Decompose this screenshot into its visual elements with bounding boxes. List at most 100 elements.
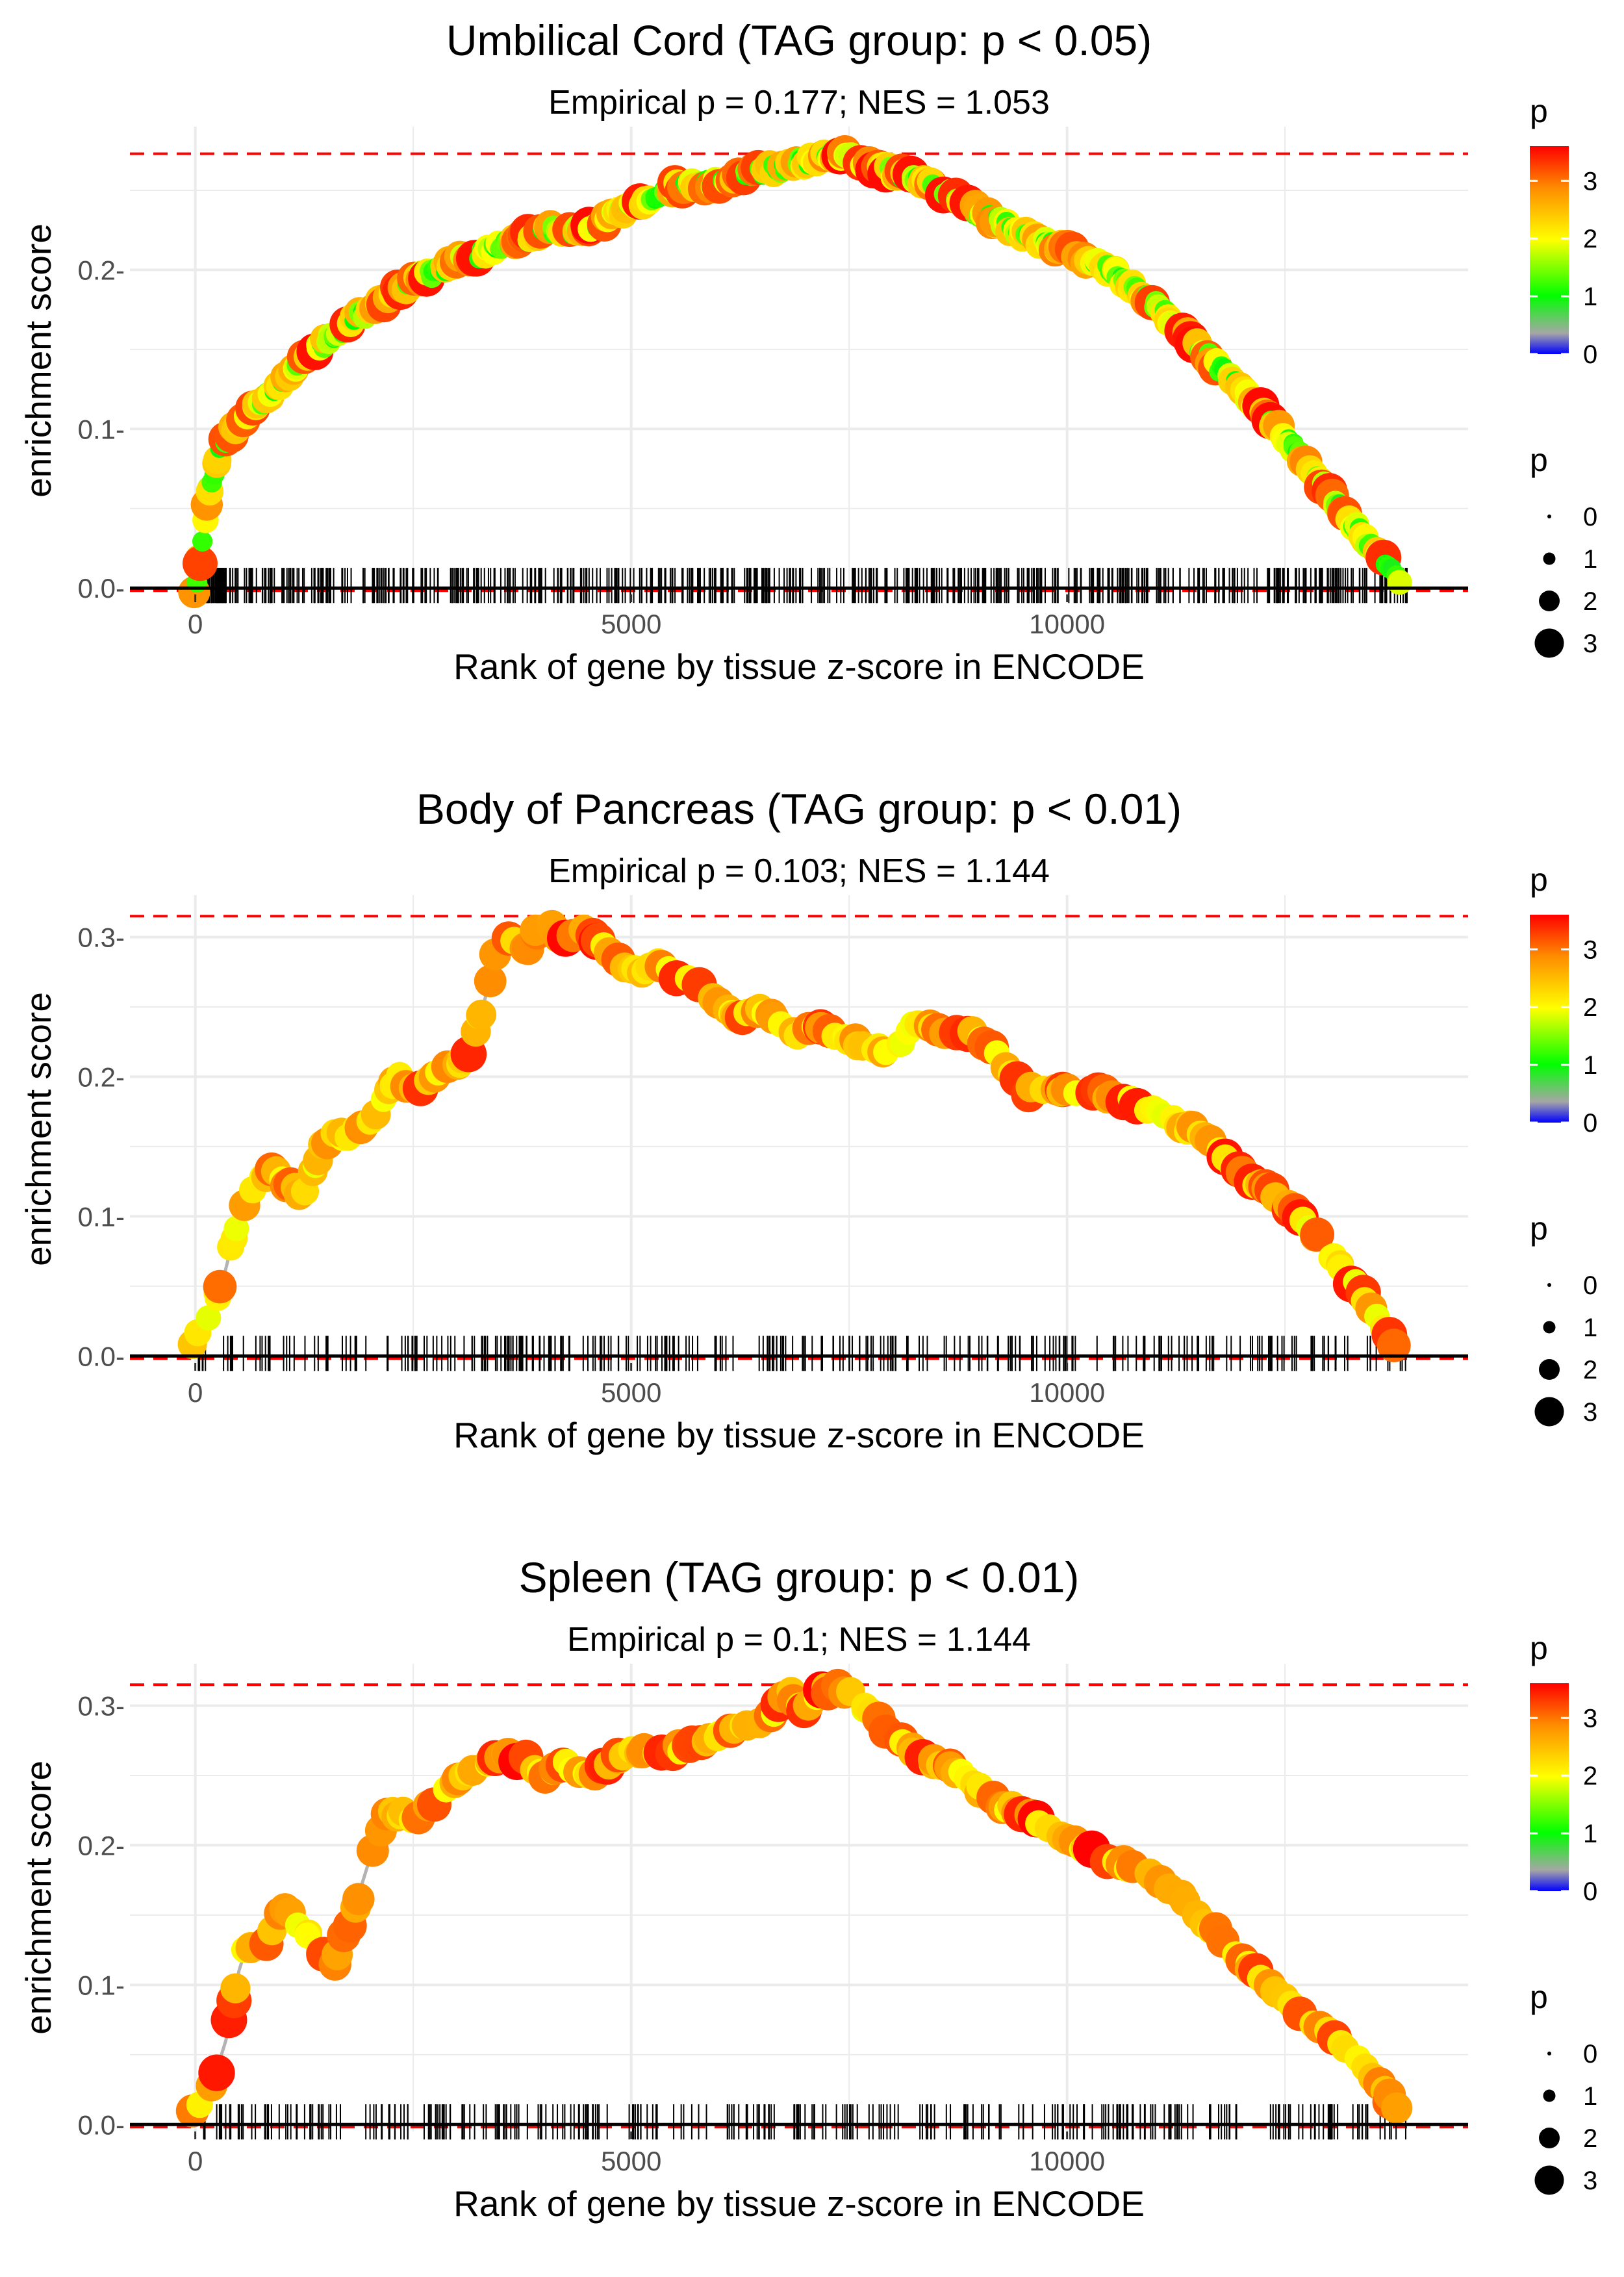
size-legend-dot [1547,1283,1551,1287]
size-legend-label: 2 [1583,1356,1597,1384]
size-legend-label: 1 [1583,1314,1597,1342]
y-tick-label: 0.3- [78,922,125,952]
color-bar-label: 0 [1583,340,1597,369]
color-legend-title: p [1530,1630,1548,1666]
y-tick-label: 0.3- [78,1690,125,1721]
legend: p 0 1 2 3 p 0 1 2 3 [1530,93,1597,658]
es-points [177,910,1411,1362]
x-tick-label: 10000 [1029,2146,1105,2176]
chart-panel: Umbilical Cord (TAG group: p < 0.05) Empi… [18,16,1597,687]
color-bar-label: 0 [1583,1109,1597,1138]
es-point [183,546,218,581]
x-axis-title: Rank of gene by tissue z-score in ENCODE [453,646,1145,687]
y-axis-title: enrichment score [18,1761,58,2035]
es-point [342,1883,375,1916]
x-axis-title: Rank of gene by tissue z-score in ENCODE [453,1415,1145,1455]
color-legend-title: p [1530,861,1548,898]
size-legend-dot [1547,515,1551,518]
color-bar-label: 1 [1583,283,1597,311]
y-tick-label: 0.2- [78,1062,125,1092]
legend: p 0 1 2 3 p 0 1 2 3 [1530,1630,1597,2195]
y-tick-label: 0.1- [78,1970,125,2000]
es-points [175,1668,1413,2128]
es-point [474,965,507,998]
x-tick-label: 0 [188,1377,203,1408]
size-legend-label: 3 [1583,630,1597,658]
color-bar-label: 3 [1583,167,1597,196]
size-legend-label: 0 [1583,1271,1597,1300]
gene-rank-ticks [203,2104,1406,2140]
color-legend-title: p [1530,93,1548,129]
grid [130,1664,1468,2131]
size-legend-dot [1534,2165,1564,2195]
color-bar-label: 2 [1583,1762,1597,1790]
size-legend-dot [1543,1321,1556,1334]
y-tick-label: 0.2- [78,255,125,285]
color-bar [1530,146,1569,354]
x-tick-label: 0 [188,2146,203,2176]
chart-panel: Body of Pancreas (TAG group: p < 0.01) Em… [18,785,1597,1455]
y-tick-label: 0.0- [78,573,125,604]
size-legend-dot [1543,2089,1556,2102]
x-tick-label: 10000 [1029,609,1105,639]
color-bar [1530,1683,1569,1891]
chart-subtitle: Empirical p = 0.177; NES = 1.053 [548,84,1050,121]
gene-rank-ticks [197,1336,1406,1371]
es-point [192,531,213,552]
size-legend-label: 0 [1583,2040,1597,2068]
size-legend-label: 3 [1583,2167,1597,2195]
y-tick-label: 0.1- [78,1201,125,1232]
chart-title: Umbilical Cord (TAG group: p < 0.05) [446,16,1152,64]
size-legend-title: p [1530,1210,1548,1247]
es-point [223,1215,249,1241]
size-legend-dot [1534,628,1564,658]
chart-title: Body of Pancreas (TAG group: p < 0.01) [416,785,1182,833]
gene-rank-ticks [196,568,1408,604]
x-tick-label: 5000 [601,2146,661,2176]
es-point [1377,1329,1411,1362]
size-legend-label: 1 [1583,2082,1597,2111]
color-bar-label: 1 [1583,1051,1597,1080]
es-point [466,999,497,1030]
color-bar-label: 1 [1583,1820,1597,1848]
color-bar-label: 2 [1583,225,1597,253]
size-legend-label: 2 [1583,2124,1597,2153]
y-tick-label: 0.1- [78,414,125,444]
x-tick-label: 0 [188,609,203,639]
y-tick-label: 0.0- [78,2109,125,2140]
chart-panel: Spleen (TAG group: p < 0.01) Empirical p … [18,1553,1597,2224]
size-legend-dot [1539,1359,1560,1380]
y-tick-label: 0.0- [78,1341,125,1371]
es-point [203,1269,237,1304]
x-tick-label: 10000 [1029,1377,1105,1408]
color-bar-label: 3 [1583,1704,1597,1733]
size-legend-dot [1534,1397,1564,1427]
chart-subtitle: Empirical p = 0.1; NES = 1.144 [567,1621,1031,1659]
es-point [196,1305,222,1331]
es-points [178,135,1412,609]
size-legend-dot [1539,591,1560,611]
y-axis-title: enrichment score [18,992,58,1266]
size-legend-label: 1 [1583,545,1597,574]
chart-title: Spleen (TAG group: p < 0.01) [519,1553,1080,1601]
y-axis-title: enrichment score [18,223,58,498]
color-bar-label: 0 [1583,1877,1597,1906]
color-bar-label: 2 [1583,993,1597,1022]
size-legend-title: p [1530,1979,1548,2015]
chart-subtitle: Empirical p = 0.103; NES = 1.144 [548,852,1050,890]
size-legend-label: 0 [1583,503,1597,531]
es-point [220,1973,251,2004]
x-tick-label: 5000 [601,1377,661,1408]
es-point [1381,2092,1413,2124]
y-tick-label: 0.2- [78,1830,125,1861]
x-tick-label: 5000 [601,609,661,639]
size-legend-dot [1539,2128,1560,2148]
x-axis-title: Rank of gene by tissue z-score in ENCODE [453,2183,1145,2224]
size-legend-label: 3 [1583,1398,1597,1427]
color-bar [1530,915,1569,1123]
legend: p 0 1 2 3 p 0 1 2 3 [1530,861,1597,1427]
es-point [198,2054,235,2091]
es-point [1300,1217,1334,1252]
